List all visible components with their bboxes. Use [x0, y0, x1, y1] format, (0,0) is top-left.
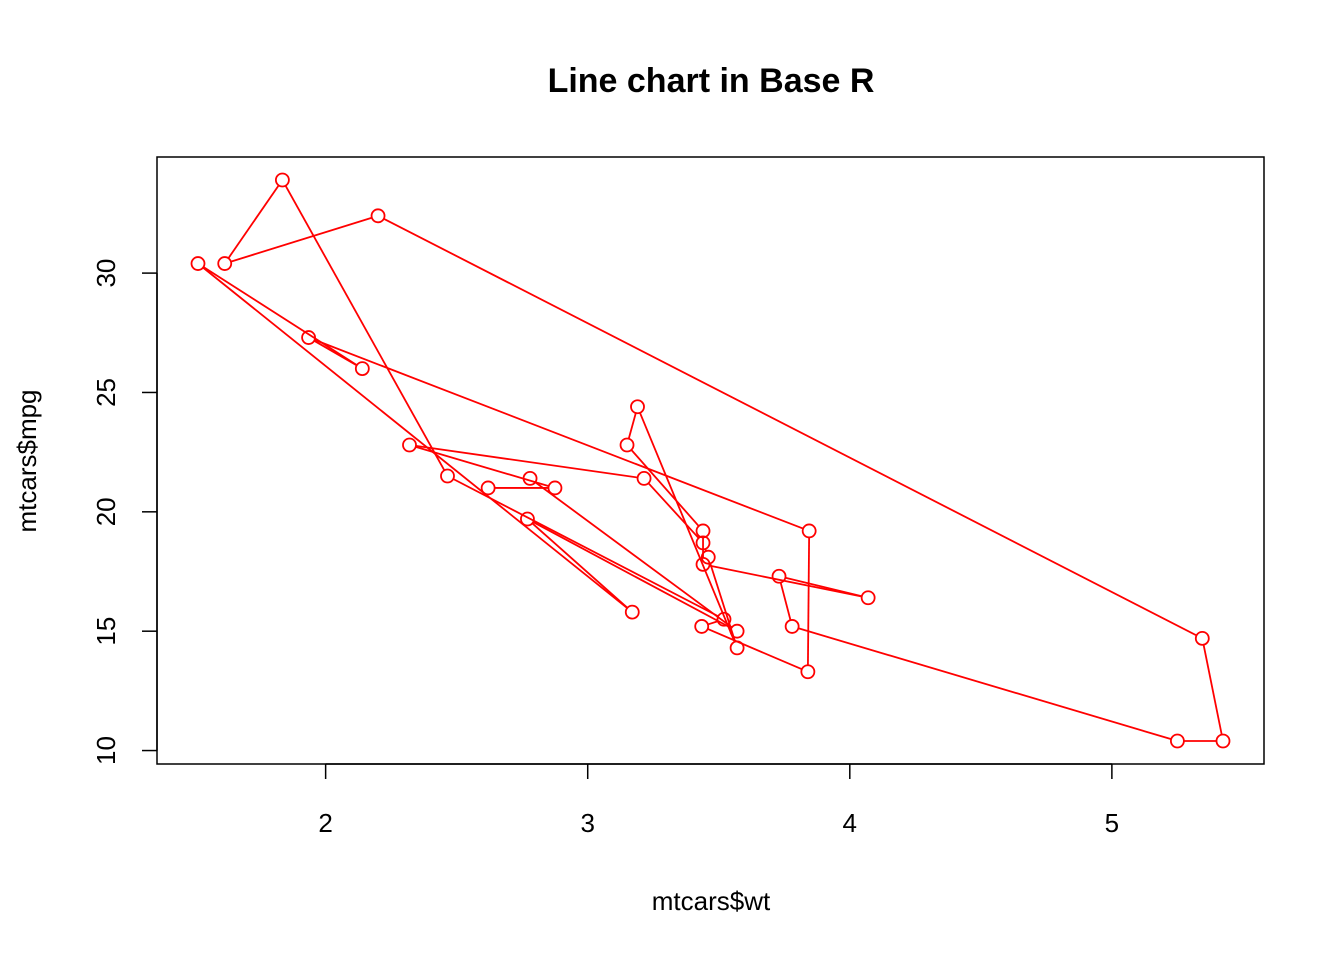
data-point: [694, 619, 710, 634]
series-segment: [709, 564, 862, 598]
series-segment: [707, 628, 803, 671]
y-tick-label: 20: [91, 497, 121, 526]
data-point: [190, 256, 206, 271]
data-point: [402, 437, 417, 453]
data-point: [1215, 733, 1231, 749]
data-point: [354, 361, 370, 376]
data-point: [716, 611, 732, 627]
series-segment: [798, 627, 1172, 741]
x-axis: 2 3 4 5: [318, 763, 1119, 838]
data-point: [800, 664, 816, 680]
x-tick-label: 5: [1105, 808, 1119, 838]
plot-box: [156, 156, 1265, 765]
data-point: [695, 535, 711, 551]
data-point: [1194, 630, 1210, 646]
series-segment: [202, 266, 628, 609]
data-point: [784, 619, 800, 634]
series-segment: [639, 412, 736, 643]
y-axis-label: mtcars$mpg: [12, 389, 42, 532]
series-segment: [415, 445, 638, 479]
series-segment: [415, 445, 549, 487]
series-segment: [383, 217, 1197, 637]
data-point: [630, 399, 645, 415]
y-tick-label: 10: [91, 736, 121, 765]
data-point: [771, 568, 787, 584]
x-tick-label: 2: [318, 808, 332, 838]
series-layer: [190, 172, 1231, 749]
series-segment: [230, 216, 373, 263]
series-segment: [707, 620, 719, 626]
data-point: [695, 556, 711, 572]
data-point: [370, 208, 386, 224]
data-point: [636, 471, 652, 486]
x-tick-label: 3: [580, 808, 594, 838]
data-point: [1169, 733, 1185, 749]
data-point: [801, 523, 817, 539]
data-point: [217, 256, 233, 271]
data-point: [522, 471, 538, 486]
data-point: [619, 437, 635, 453]
data-point: [624, 604, 640, 620]
series-segment: [452, 478, 719, 618]
series-segment: [314, 339, 804, 530]
data-point: [860, 590, 876, 606]
data-point: [729, 640, 745, 656]
series-segment: [202, 266, 358, 366]
chart-title: Line chart in Base R: [548, 62, 875, 100]
data-point: [729, 623, 745, 639]
series-segment: [532, 521, 732, 629]
y-tick-label: 25: [91, 378, 121, 407]
series-segment: [534, 481, 733, 629]
series-segment: [1202, 644, 1223, 735]
data-point: [547, 480, 563, 496]
y-axis: 10 15 20 25 30: [91, 259, 158, 765]
x-tick-label: 4: [843, 808, 857, 838]
data-point: [520, 511, 535, 527]
series-segment: [647, 482, 700, 539]
series-segment: [785, 576, 863, 598]
data-point: [695, 523, 711, 539]
series-segment: [627, 412, 637, 439]
x-axis-label: mtcars$wt: [652, 886, 771, 916]
series-segment: [531, 522, 629, 609]
y-tick-label: 15: [91, 617, 121, 646]
series-segment: [779, 582, 792, 621]
series-segment: [807, 537, 811, 666]
y-tick-label: 30: [91, 259, 121, 288]
data-point: [480, 480, 496, 496]
series-segment: [630, 449, 700, 527]
data-point: [301, 330, 316, 345]
data-point: [440, 468, 455, 484]
series-segment: [284, 185, 446, 471]
data-point: [274, 172, 290, 188]
series-segment: [227, 184, 280, 259]
